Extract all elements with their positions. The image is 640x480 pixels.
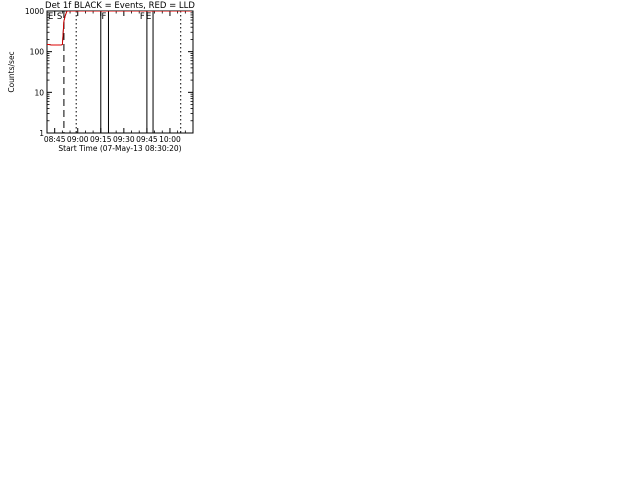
time-marker-label: S xyxy=(57,12,62,22)
x-tick-label: 09:45 xyxy=(136,135,158,144)
time-marker-label: E xyxy=(146,12,151,22)
x-tick-label: 08:45 xyxy=(44,135,66,144)
series-lld-line xyxy=(47,11,192,46)
x-axis-label: Start Time (07-May-13 08:30:20) xyxy=(58,144,181,153)
x-tick-label: 09:15 xyxy=(90,135,112,144)
y-tick-label: 1000 xyxy=(25,7,44,16)
time-marker-label: F xyxy=(140,12,145,22)
y-axis-label: Counts/sec xyxy=(7,51,16,92)
y-tick-label: 1 xyxy=(39,129,44,138)
chart-title: Det 1f BLACK = Events, RED = LLD xyxy=(45,1,195,11)
x-tick-label: 09:30 xyxy=(113,135,135,144)
plot-frame xyxy=(46,10,194,134)
x-tick-label: 09:00 xyxy=(67,135,89,144)
time-marker-label: E xyxy=(48,12,53,22)
time-marker-label: F xyxy=(101,12,106,22)
y-tick-label: 100 xyxy=(30,48,45,57)
panel-1: Det 1f BLACK = Events, RED = LLD 1 10 100 10… xyxy=(7,1,195,153)
y-tick-label: 10 xyxy=(34,88,44,97)
x-tick-label: 10:00 xyxy=(159,135,181,144)
